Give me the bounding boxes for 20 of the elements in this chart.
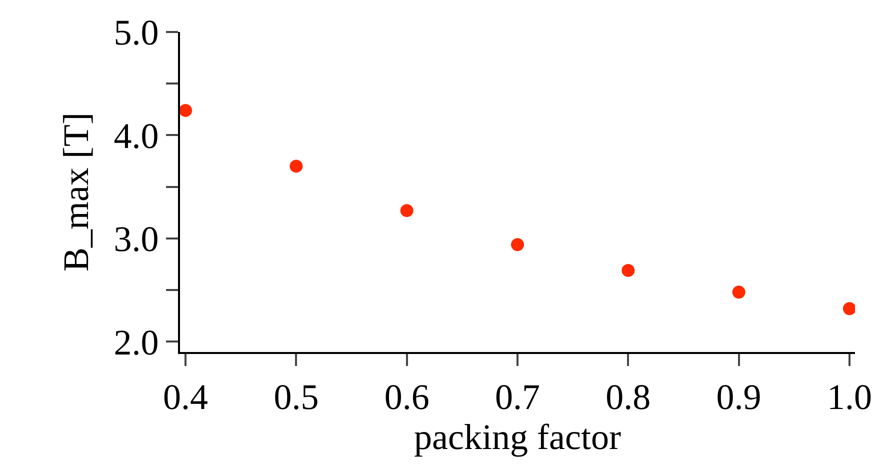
y-tick-label: 4.0 <box>114 116 159 156</box>
point <box>511 238 524 252</box>
x-tick-label: 0.6 <box>384 377 430 418</box>
x-tick-label: 0.4 <box>163 377 208 418</box>
y-tick-label: 3.0 <box>114 219 159 260</box>
x-axis-title: packing factor <box>414 417 621 458</box>
x-tick-label: 0.7 <box>495 377 540 418</box>
point <box>842 302 855 316</box>
point <box>622 264 635 277</box>
x-tick-label: 0.5 <box>274 377 319 418</box>
y-axis-title: B_max [T] <box>56 112 96 272</box>
point <box>400 204 414 218</box>
y-tick-label: 5.0 <box>114 12 159 53</box>
point <box>180 104 192 117</box>
point <box>732 286 746 299</box>
x-tick-label: 0.9 <box>716 377 762 418</box>
point <box>290 160 303 173</box>
y-tick-label: 2.0 <box>114 322 159 362</box>
x-tick-label: 0.8 <box>606 377 651 418</box>
x-tick-label: 1.0 <box>826 377 872 418</box>
